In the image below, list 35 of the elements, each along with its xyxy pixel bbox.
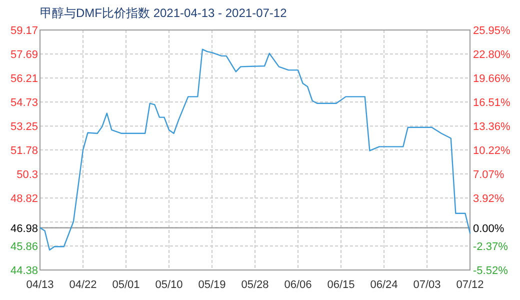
y2-tick-label: 16.51% [473, 96, 511, 109]
y2-tick-label: 22.80% [473, 49, 511, 62]
y-tick-label: 57.69 [10, 49, 38, 62]
y2-tick-label: 0.00% [473, 222, 504, 235]
x-tick-label: 06/06 [284, 279, 312, 291]
x-tick-label: 05/10 [155, 279, 183, 291]
x-tick-label: 06/15 [327, 279, 355, 291]
y-tick-label: 46.98 [10, 222, 38, 235]
x-tick-label: 06/24 [370, 279, 398, 291]
y-tick-label: 50.3 [16, 168, 38, 181]
x-tick-label: 07/03 [413, 279, 441, 291]
chart-title: 甲醇与DMF比价指数 2021-04-13 - 2021-07-12 [40, 6, 288, 20]
y-tick-label: 54.73 [10, 97, 38, 110]
y2-tick-label: -5.52% [473, 265, 508, 277]
y-tick-label: 59.17 [10, 25, 38, 37]
x-tick-label: 05/01 [112, 279, 140, 291]
y-tick-label: 48.82 [10, 192, 38, 205]
y-tick-label: 53.25 [10, 121, 38, 134]
y2-tick-label: 19.66% [473, 72, 511, 85]
x-tick-label: 07/12 [456, 279, 484, 291]
y-tick-label: 44.38 [10, 265, 38, 277]
x-tick-label: 05/28 [241, 279, 269, 291]
y2-tick-label: 13.36% [473, 121, 511, 134]
y2-tick-label: 7.07% [473, 168, 504, 181]
y-tick-label: 51.78 [10, 144, 38, 157]
line-series [39, 48, 471, 251]
y2-tick-label: 10.22% [473, 144, 511, 157]
x-tick-label: 05/19 [198, 279, 226, 291]
y2-tick-label: 3.92% [473, 193, 504, 206]
y2-tick-label: -2.37% [473, 240, 508, 253]
y-tick-label: 45.86 [10, 240, 38, 253]
y2-tick-label: 25.95% [473, 25, 511, 37]
y-tick-label: 56.21 [10, 73, 38, 86]
x-tick-label: 04/22 [69, 279, 97, 291]
x-tick-label: 04/13 [26, 279, 54, 291]
